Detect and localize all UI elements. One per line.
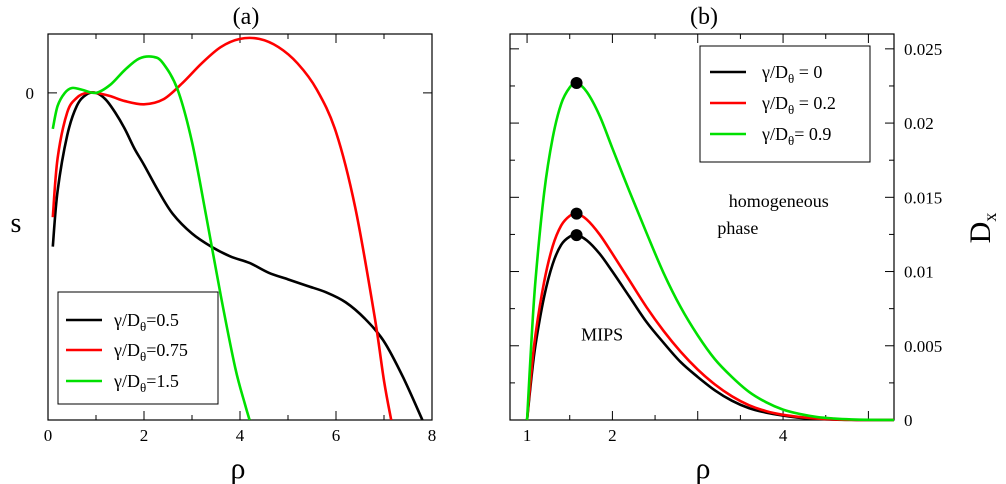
panel-b-peak-marker-green <box>570 76 583 89</box>
legend-b-label-green: γ/Dθ= 0.9 <box>761 124 831 148</box>
panel-b-title: (b) <box>690 4 718 30</box>
legend-label-black: γ/Dθ=0.5 <box>113 310 179 334</box>
legend-label-red: γ/Dθ=0.75 <box>113 340 188 364</box>
panel-a-legend: γ/Dθ=0.5 γ/Dθ=0.75 γ/Dθ=1.5 <box>57 291 219 405</box>
panel-a-xtick-label: 4 <box>236 426 245 445</box>
panel-a-ylabel: s <box>11 208 22 239</box>
panel-a-xtick-label: 6 <box>332 426 341 445</box>
panel-b-xtick-label: 1 <box>523 426 532 445</box>
panel-b-xtick-label: 4 <box>779 426 788 445</box>
legend-label-green: γ/Dθ=1.5 <box>113 371 179 395</box>
panel-b-series-red <box>525 212 895 422</box>
panel-b-frame <box>509 33 895 421</box>
panel-b-legend-entry-black: γ/Dθ = 0 <box>710 62 822 86</box>
panel-a-series-black <box>51 91 424 420</box>
panel-b-legend-entry-green: γ/Dθ= 0.9 <box>710 124 831 148</box>
panel-a-xtick-label: 2 <box>140 426 149 445</box>
legend-b-label-black: γ/Dθ = 0 <box>761 62 822 86</box>
panel-a-title: (a) <box>233 4 260 30</box>
panel-a-legend-entry-green: γ/Dθ=1.5 <box>66 371 179 395</box>
panel-a-legend-entry-red: γ/Dθ=0.75 <box>66 340 188 364</box>
panel-b-annotation: MIPS <box>581 325 623 345</box>
panel-b-annotation: phase <box>717 218 758 238</box>
panel-b-annotation: homogeneous <box>729 191 829 211</box>
panel-b-xlabel: ρ <box>696 452 711 484</box>
panel-b-ytick-label: 0 <box>904 411 913 430</box>
panel-a: (a) 0 2 4 6 8 0 s ρ γ/Dθ=0.5 γ/Dθ=0.75 γ/Dθ=1… <box>11 4 437 484</box>
panel-b-ytick-label: 0.005 <box>904 337 942 356</box>
panel-b-legend: γ/Dθ = 0 γ/Dθ = 0.2 γ/Dθ= 0.9 <box>699 45 871 163</box>
panel-a-series-green <box>51 55 251 420</box>
panel-b-series-green <box>525 81 895 422</box>
panel-a-xtick-label: 8 <box>428 426 437 445</box>
panel-a-ytick-label: 0 <box>26 84 35 103</box>
panel-b: (b) 1 2 4 0 0.005 0.01 0.015 0.02 0.025 homogene… <box>509 4 1000 484</box>
panel-b-ytick-label: 0.025 <box>904 40 942 59</box>
panel-b-ytick-label: 0.01 <box>904 263 934 282</box>
panel-b-legend-entry-red: γ/Dθ = 0.2 <box>710 93 836 117</box>
panel-b-peak-marker-red <box>570 207 583 220</box>
panel-b-xtick-label: 2 <box>608 426 617 445</box>
panel-a-series-red <box>51 36 393 420</box>
panel-b-peak-marker-black <box>570 229 583 242</box>
panel-a-legend-box <box>57 291 219 405</box>
panel-b-ytick-label: 0.02 <box>904 114 934 133</box>
panel-a-xlabel: ρ <box>231 452 246 484</box>
legend-b-label-red: γ/Dθ = 0.2 <box>761 93 836 117</box>
panel-a-xtick-label: 0 <box>44 426 53 445</box>
panel-a-legend-entry-black: γ/Dθ=0.5 <box>66 310 179 334</box>
panel-b-ytick-label: 0.015 <box>904 188 942 207</box>
panel-b-ylabel: Dx <box>964 213 1000 244</box>
